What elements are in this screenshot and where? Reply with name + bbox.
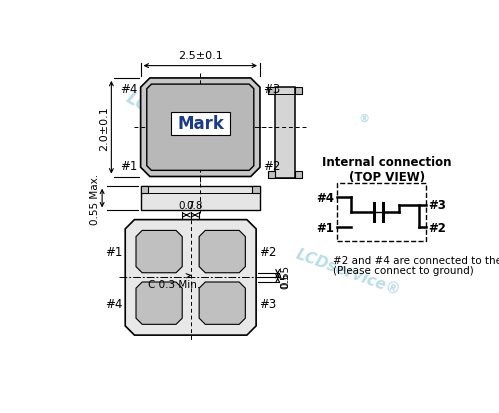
Text: Internal connection
(TOP VIEW): Internal connection (TOP VIEW) xyxy=(322,156,452,183)
Polygon shape xyxy=(125,220,256,335)
Polygon shape xyxy=(199,282,246,325)
Bar xyxy=(275,88,295,178)
Bar xyxy=(295,88,302,95)
Text: LCDservice®: LCDservice® xyxy=(294,247,403,298)
Polygon shape xyxy=(136,282,182,325)
Text: 0.65: 0.65 xyxy=(280,264,290,287)
Bar xyxy=(141,186,260,211)
Text: ®: ® xyxy=(358,114,369,123)
Polygon shape xyxy=(199,231,246,273)
Text: #4: #4 xyxy=(316,191,334,204)
Text: #4: #4 xyxy=(120,83,138,96)
Bar xyxy=(337,184,426,242)
Text: C 0.3 Min.: C 0.3 Min. xyxy=(148,274,201,289)
Bar xyxy=(268,172,275,178)
Text: 0.8: 0.8 xyxy=(187,201,203,211)
Text: 0.7: 0.7 xyxy=(178,201,195,211)
Text: (Please connect to ground): (Please connect to ground) xyxy=(333,266,474,275)
Bar xyxy=(268,88,275,95)
Bar xyxy=(172,113,230,135)
Text: #2 and #4 are connected to the cover.: #2 and #4 are connected to the cover. xyxy=(333,255,499,266)
Bar xyxy=(252,186,260,194)
Text: #4: #4 xyxy=(105,297,122,310)
Text: #3: #3 xyxy=(429,199,447,212)
Bar xyxy=(382,202,386,223)
Text: #2: #2 xyxy=(259,245,276,259)
Bar xyxy=(373,202,376,223)
Text: 2.5±0.1: 2.5±0.1 xyxy=(178,51,223,61)
Text: #3: #3 xyxy=(259,297,276,310)
Text: #1: #1 xyxy=(316,221,334,234)
Bar xyxy=(141,186,148,194)
Text: #2: #2 xyxy=(263,160,280,173)
Text: LCDservice®: LCDservice® xyxy=(122,88,236,164)
Polygon shape xyxy=(147,85,254,171)
Text: 0.55 Max.: 0.55 Max. xyxy=(90,173,100,224)
Text: #1: #1 xyxy=(120,160,138,173)
Text: 0.5: 0.5 xyxy=(280,272,290,288)
Bar xyxy=(295,172,302,178)
Polygon shape xyxy=(136,231,182,273)
Text: Mark: Mark xyxy=(177,115,224,133)
Text: #1: #1 xyxy=(105,245,122,259)
Text: #3: #3 xyxy=(263,83,280,96)
Polygon shape xyxy=(141,79,260,177)
Text: 2.0±0.1: 2.0±0.1 xyxy=(99,106,109,150)
Text: #2: #2 xyxy=(429,221,447,234)
